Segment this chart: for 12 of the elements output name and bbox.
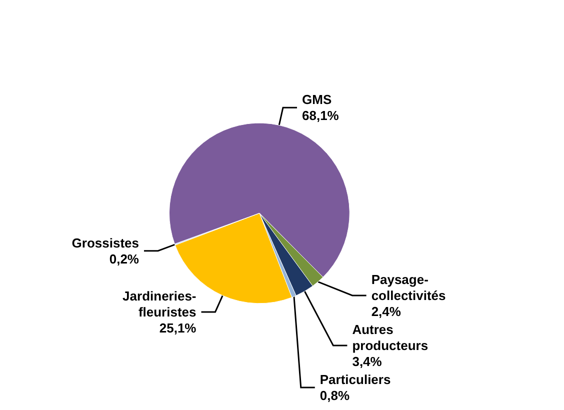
slice-label: Particuliers (320, 372, 391, 387)
data-label: 68,1% (302, 108, 340, 124)
slice-label: Paysage-collectivités (371, 272, 446, 303)
slice-label: Autres producteurs (352, 322, 428, 353)
data-label: 2,4% (371, 304, 402, 319)
data-label: 0,8% (320, 388, 350, 403)
data-label: 3,4% (352, 354, 382, 369)
slice-label: Jardineries-fleuristes (122, 288, 196, 320)
data-label: 0,2% (109, 251, 140, 266)
data-label: 25,1% (159, 320, 197, 336)
slice-label: GMS (302, 92, 332, 108)
slice-label: Grossistes (72, 235, 139, 250)
